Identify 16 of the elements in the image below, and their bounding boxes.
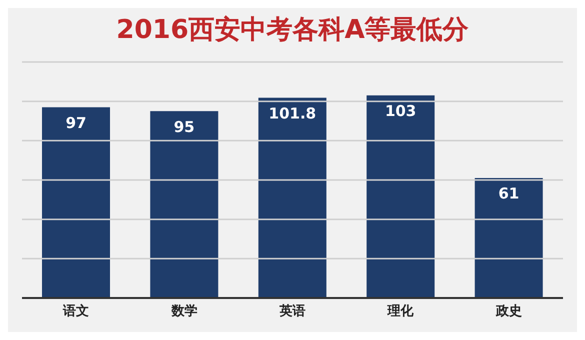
- x-tick-label: 数学: [170, 304, 198, 320]
- x-tick-label: 英语: [278, 304, 306, 320]
- x-tick-label: 语文: [62, 303, 90, 320]
- x-tick-label: 理化: [386, 304, 415, 320]
- data-label: 103: [384, 102, 416, 120]
- data-label: 61: [498, 184, 520, 203]
- bar: [366, 95, 435, 298]
- x-tick-label: 政史: [494, 304, 522, 320]
- bar: [150, 111, 218, 298]
- data-label: 97: [66, 114, 86, 132]
- bar: [474, 178, 543, 298]
- data-label: 95: [174, 118, 195, 136]
- data-label: 101.8: [268, 104, 316, 122]
- bar: [258, 98, 326, 298]
- bar: [42, 107, 110, 298]
- chart-title: 2016西安中考各科A等最低分: [115, 14, 470, 47]
